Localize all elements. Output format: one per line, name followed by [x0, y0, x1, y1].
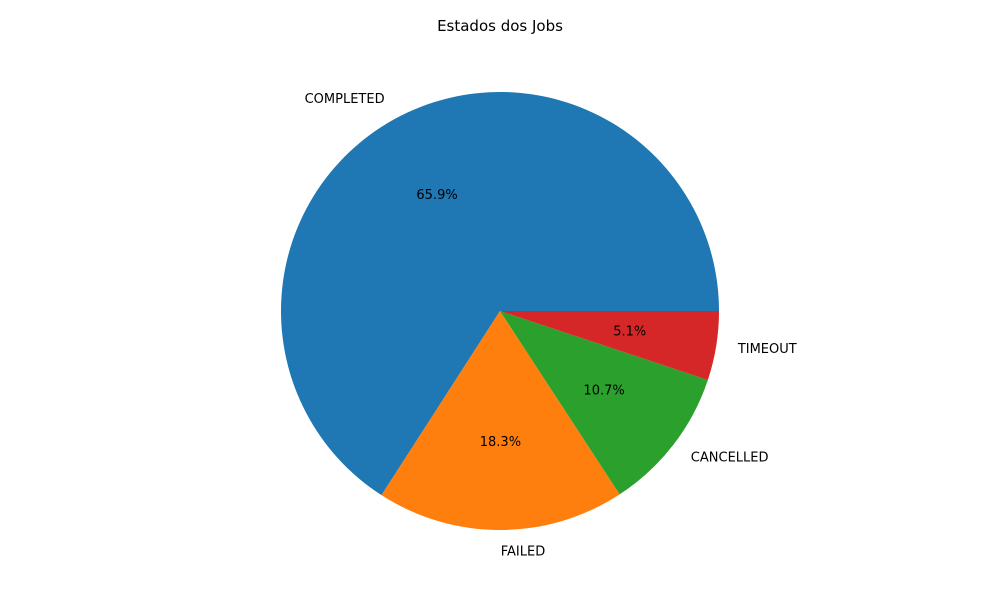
pct-label-failed: 18.3%	[480, 435, 521, 450]
pct-label-completed: 65.9%	[416, 188, 457, 203]
pie-slice-completed	[280, 92, 719, 496]
pct-label-timeout: 5.1%	[613, 324, 646, 339]
pie-slice-failed	[381, 311, 620, 530]
pie-slices	[280, 92, 719, 530]
slice-label-failed: FAILED	[501, 544, 545, 559]
pct-label-cancelled: 10.7%	[583, 384, 624, 399]
pie-labels: COMPLETED 65.9% FAILED 18.3% CANCELLED 10.7% T…	[305, 92, 797, 559]
pie-slice-cancelled	[500, 311, 708, 495]
slice-label-completed: COMPLETED	[305, 92, 385, 107]
slice-label-timeout: TIMEOUT	[737, 342, 797, 357]
slice-label-cancelled: CANCELLED	[691, 451, 769, 466]
pie-slice-timeout	[500, 311, 719, 380]
chart-title: Estados dos Jobs	[437, 17, 563, 35]
